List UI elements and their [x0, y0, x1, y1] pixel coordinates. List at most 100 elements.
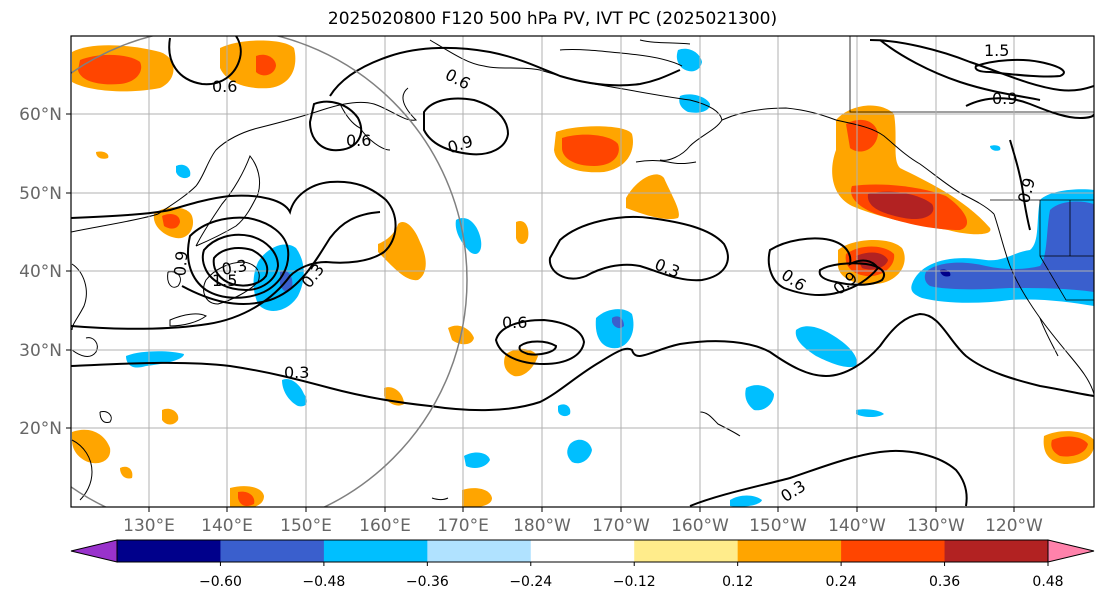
colorbar-swatch — [117, 540, 221, 562]
lon-tick-label: 170°W — [592, 516, 650, 536]
shade-strong-positive — [162, 214, 180, 229]
shade-max-positive — [856, 252, 888, 270]
lat-tick-label: 20°N — [19, 419, 62, 439]
border-line — [849, 36, 1094, 113]
coastline — [429, 39, 723, 161]
tick-marks — [66, 113, 1015, 512]
shade-positive — [120, 466, 133, 479]
pv-contour — [689, 449, 968, 507]
pv-contour — [168, 36, 242, 86]
coastline — [699, 411, 741, 437]
colorbar-tick-label: 0.36 — [929, 574, 960, 590]
shade-negative — [253, 244, 304, 311]
lat-tick-labels: 60°N 50°N 40°N 30°N 20°N — [19, 105, 62, 439]
pv-contour — [494, 318, 586, 366]
contour-label: 1.5 — [984, 41, 1009, 60]
shade-negative — [730, 495, 762, 507]
pv-contour — [329, 46, 681, 97]
shade-strong-positive — [1051, 436, 1088, 457]
pv-contour — [423, 97, 510, 156]
pv-contour — [974, 58, 1065, 78]
pv-contour — [965, 97, 1094, 120]
colorbar-extend-high — [1047, 539, 1095, 563]
coastline — [195, 155, 261, 247]
lon-tick-label: 150°E — [280, 516, 332, 536]
coastline — [71, 263, 87, 331]
colorbar-tick-label: −0.24 — [509, 574, 552, 590]
lat-tick-label: 40°N — [19, 262, 62, 282]
shade-strong-positive — [562, 134, 619, 166]
colorbar-extend-low — [70, 539, 118, 563]
colorbar: −0.60 −0.48 −0.36 −0.24 −0.12 0.12 0.24 0.36 0.4… — [70, 539, 1095, 590]
pv-contour — [518, 340, 558, 356]
contour-label: 1.5 — [212, 271, 237, 290]
shade-negative — [795, 326, 857, 368]
lon-tick-label: 160°E — [359, 516, 411, 536]
shade-positive — [504, 348, 538, 377]
shade-negative — [856, 409, 884, 417]
lon-tick-label: 120°W — [985, 516, 1043, 536]
contour-label: 0.3 — [284, 363, 309, 382]
colorbar-tick-label: −0.48 — [302, 574, 345, 590]
lat-tick-label: 30°N — [19, 341, 62, 361]
shade-strong-positive — [256, 54, 276, 76]
pv-contour — [181, 211, 381, 306]
coastline — [721, 107, 995, 215]
pv-contour — [818, 262, 885, 286]
pv-contours — [71, 36, 1094, 507]
colorbar-swatch — [220, 540, 325, 562]
contour-label: 0.9 — [170, 250, 191, 277]
shade-negative — [745, 385, 774, 411]
contour-label: 0.9 — [992, 89, 1017, 108]
lon-tick-labels: 130°E 140°E 150°E 160°E 170°E 180°W 170°… — [123, 516, 1043, 536]
coastline — [71, 439, 93, 501]
shade-positive — [378, 222, 426, 281]
reference-circle — [71, 36, 468, 507]
shade-positive — [162, 408, 179, 425]
contour-label: 0.3 — [220, 256, 248, 279]
colorbar-swatch — [323, 540, 428, 562]
shade-negative — [567, 439, 592, 464]
coastline — [71, 337, 98, 357]
coastline — [99, 411, 112, 423]
colorbar-swatch — [737, 540, 842, 562]
map-panel: 0.6 0.6 0.6 0.9 0.9 0.9 1.5 1.5 0.3 0.3 … — [71, 36, 1094, 507]
coastline — [639, 39, 691, 45]
shade-positive — [462, 488, 492, 507]
lon-tick-label: 140°W — [828, 516, 886, 536]
shade-negative — [676, 48, 702, 72]
contour-label: 0.6 — [502, 313, 527, 332]
colorbar-swatch — [634, 540, 739, 562]
shade-strong-positive — [78, 54, 142, 85]
colorbar-tick-label: 0.24 — [826, 574, 857, 590]
shade-negative — [679, 94, 710, 113]
colorbar-tick-label: 0.48 — [1032, 574, 1063, 590]
colorbar-swatch — [944, 540, 1049, 562]
pv-contour — [308, 100, 363, 152]
coastline — [559, 48, 683, 67]
colorbar-swatch — [530, 540, 635, 562]
coastline — [1039, 317, 1059, 357]
colorbar-frame — [116, 539, 1049, 563]
lon-tick-label: 170°E — [437, 516, 489, 536]
colorbar-swatch — [841, 540, 946, 562]
lon-tick-label: 150°W — [749, 516, 807, 536]
coastline — [431, 497, 449, 500]
shade-positive — [72, 429, 111, 464]
pv-contour — [879, 39, 1041, 101]
pv-contour — [1009, 139, 1031, 231]
shade-max-positive — [867, 191, 934, 220]
colorbar-tick-label: 0.12 — [722, 574, 753, 590]
shade-negative — [282, 378, 307, 407]
coastline — [635, 160, 697, 164]
pv-contour — [212, 247, 269, 287]
colorbar-swatch — [427, 540, 532, 562]
coastline — [167, 271, 181, 288]
pv-contour — [71, 180, 397, 330]
lon-tick-label: 180°W — [513, 516, 571, 536]
contour-label: 0.6 — [346, 131, 371, 150]
pv-contour — [71, 312, 1094, 412]
coastline — [169, 313, 207, 327]
shade-strong-negative — [924, 201, 1094, 292]
